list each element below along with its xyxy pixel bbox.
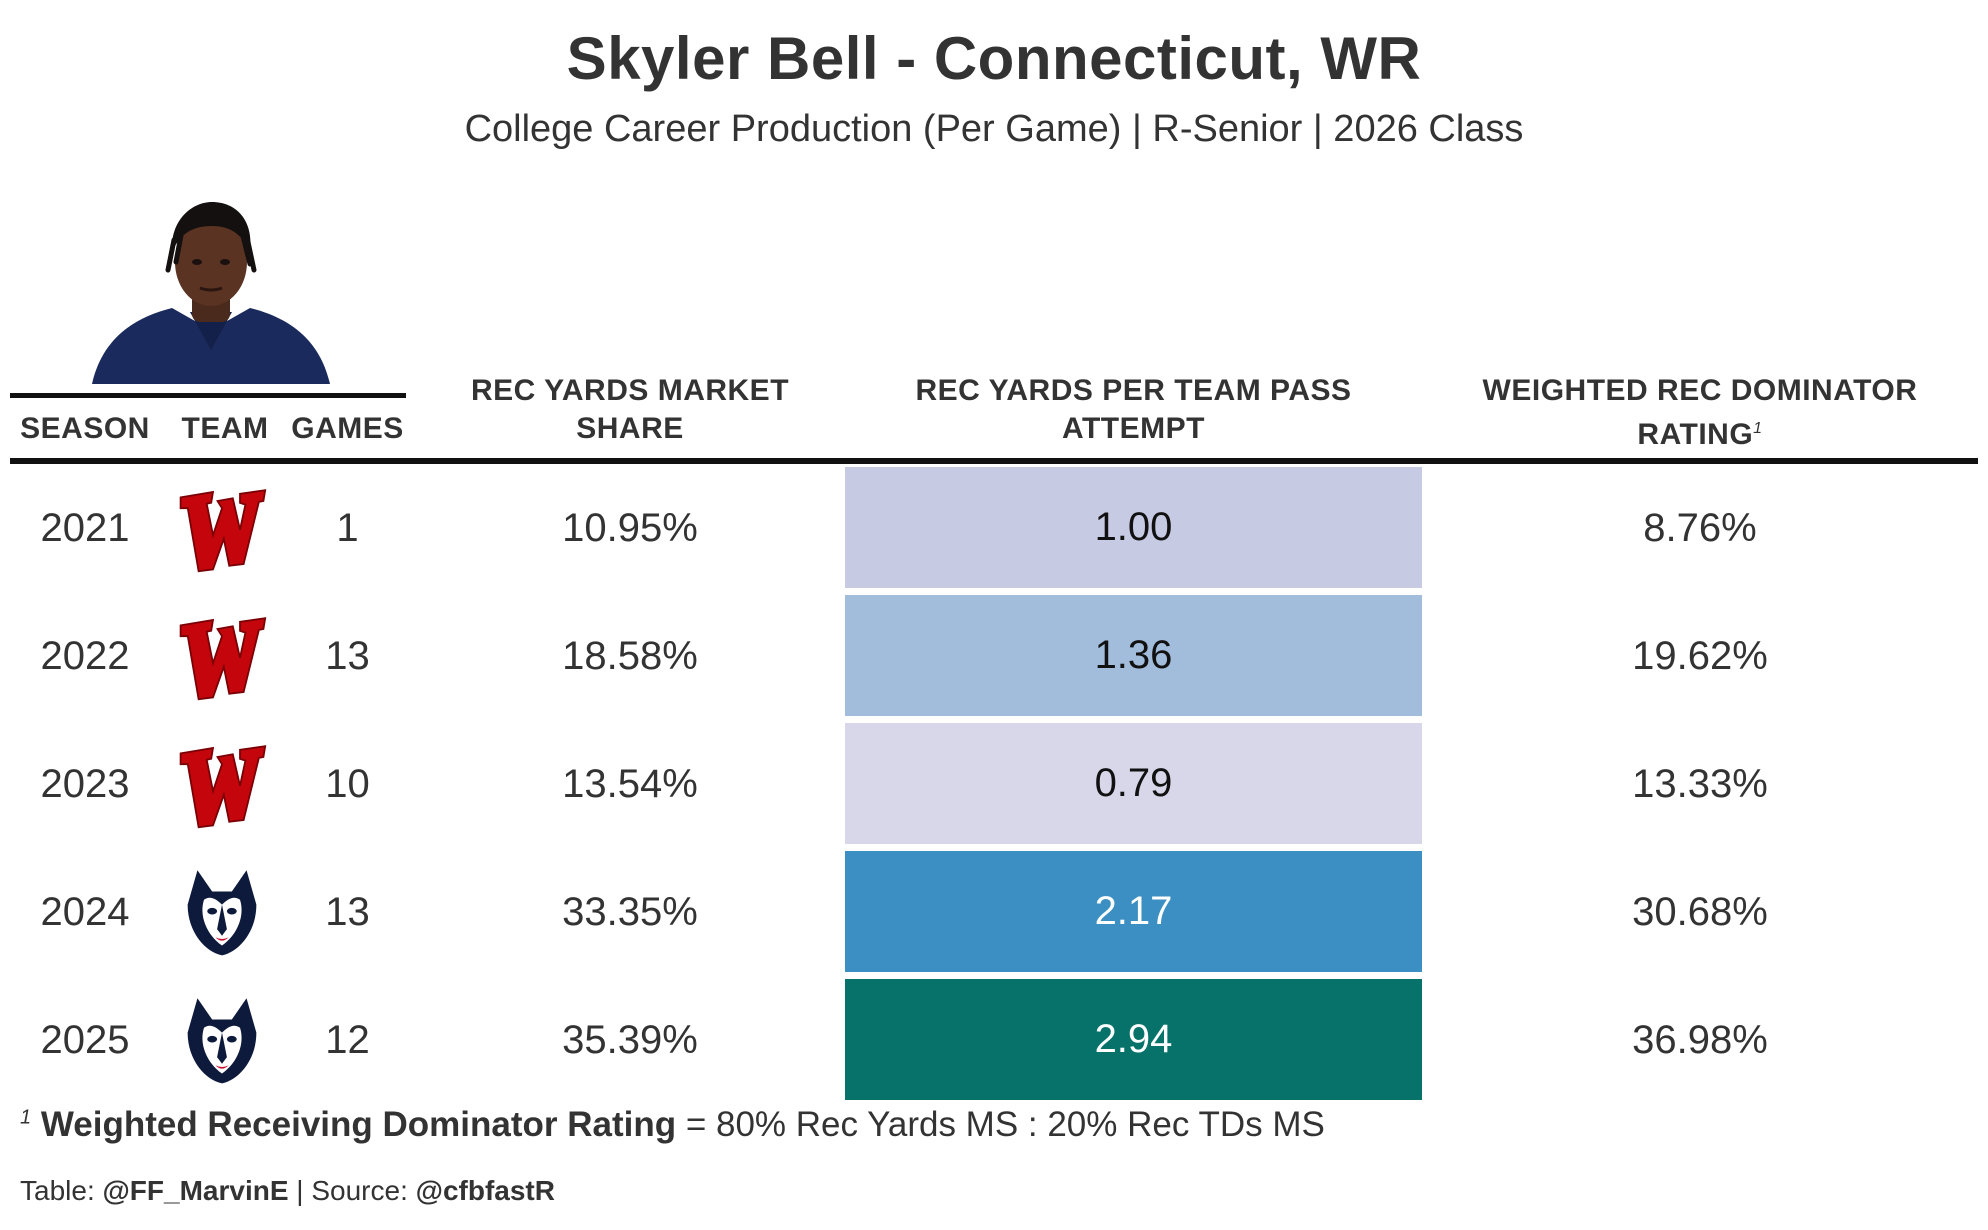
season-cell: 2023	[40, 762, 130, 806]
games-cell: 13	[325, 890, 370, 934]
dominator-cell: 8.76%	[1643, 506, 1757, 550]
footnote-term: Weighted Receiving Dominator Rating	[40, 1105, 677, 1144]
col-header-per-attempt-line1: REC YARDS PER TEAM PASS	[915, 374, 1352, 407]
dominator-cell: 36.98%	[1632, 1018, 1768, 1062]
credits: Table: @FF_MarvinE | Source: @cfbfastR	[20, 1175, 555, 1207]
games-cell: 12	[325, 1018, 370, 1062]
col-header-dominator-line2: RATING1	[1637, 418, 1763, 451]
season-cell: 2022	[40, 634, 130, 678]
season-cell: 2025	[40, 1018, 130, 1062]
col-header-team: TEAM	[181, 412, 269, 445]
chart-subtitle: College Career Production (Per Game) | R…	[464, 108, 1524, 150]
player-headshot	[92, 202, 330, 384]
market-share-cell: 10.95%	[562, 506, 698, 550]
col-header-season: SEASON	[20, 412, 150, 445]
season-cell: 2024	[40, 890, 130, 934]
header-bottom-rule	[10, 458, 1978, 464]
footnote-marker: 1	[1753, 420, 1763, 437]
footnote-number: 1	[20, 1106, 32, 1129]
games-cell: 1	[336, 506, 359, 550]
credit-separator: |	[288, 1175, 312, 1206]
col-header-market-share-line2: SHARE	[576, 412, 684, 445]
header-group-rule	[10, 393, 406, 398]
market-share-cell: 13.54%	[562, 762, 698, 806]
per-attempt-cell: 2.17	[845, 851, 1422, 972]
per-attempt-cell: 1.36	[845, 595, 1422, 716]
table-credit-label: Table:	[20, 1175, 103, 1206]
wisconsin-logo	[177, 739, 267, 829]
dominator-cell: 13.33%	[1632, 762, 1768, 806]
games-cell: 13	[325, 634, 370, 678]
market-share-cell: 33.35%	[562, 890, 698, 934]
col-header-per-attempt: REC YARDS PER TEAM PASS ATTEMPT	[845, 372, 1422, 448]
market-share-cell: 35.39%	[562, 1018, 698, 1062]
dominator-cell: 30.68%	[1632, 890, 1768, 934]
col-header-per-attempt-line2: ATTEMPT	[1062, 412, 1205, 445]
games-cell: 10	[325, 762, 370, 806]
uconn-husky-logo	[177, 995, 267, 1085]
uconn-husky-logo	[177, 867, 267, 957]
footnote-definition: = 80% Rec Yards MS : 20% Rec TDs MS	[676, 1105, 1325, 1144]
market-share-cell: 18.58%	[562, 634, 698, 678]
per-attempt-cell: 1.00	[845, 467, 1422, 588]
col-header-market-share: REC YARDS MARKET SHARE	[430, 372, 830, 448]
chart-title: Skyler Bell - Connecticut, WR	[566, 25, 1422, 92]
col-header-games: GAMES	[291, 412, 404, 445]
per-attempt-cell: 2.94	[845, 979, 1422, 1100]
dominator-cell: 19.62%	[1632, 634, 1768, 678]
source-label: Source:	[311, 1175, 416, 1206]
col-header-dominator: WEIGHTED REC DOMINATOR RATING1	[1440, 372, 1960, 454]
col-header-dominator-line1: WEIGHTED REC DOMINATOR	[1482, 374, 1918, 407]
season-cell: 2021	[40, 506, 130, 550]
wisconsin-logo	[177, 483, 267, 573]
source-handle: @cfbfastR	[415, 1175, 555, 1206]
table-credit-handle: @FF_MarvinE	[102, 1175, 289, 1206]
per-attempt-cell: 0.79	[845, 723, 1422, 844]
col-header-market-share-line1: REC YARDS MARKET	[470, 374, 790, 407]
wisconsin-logo	[177, 611, 267, 701]
footnote: 1 Weighted Receiving Dominator Rating = …	[20, 1105, 1325, 1145]
